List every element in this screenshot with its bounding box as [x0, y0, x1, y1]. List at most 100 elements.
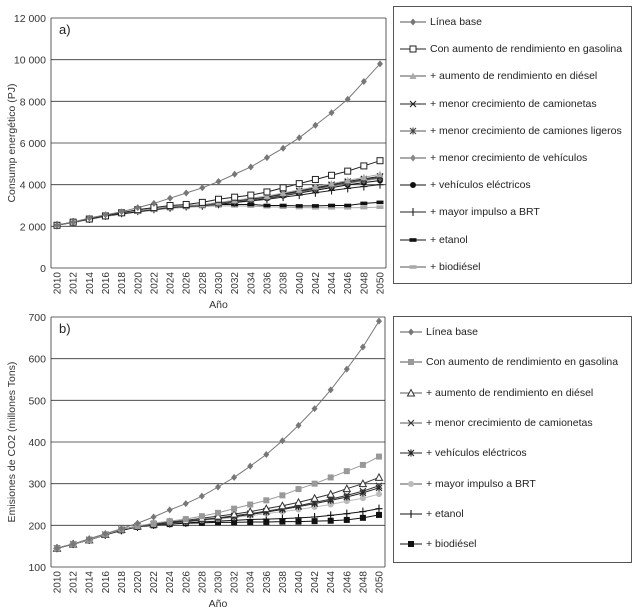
- legend-item: + menor crecimiento de vehículos: [400, 151, 587, 165]
- data-point: [182, 200, 190, 208]
- y-tick-label: 6 000: [20, 138, 46, 150]
- x-tick-label: 2044: [326, 571, 337, 594]
- chart-a: 0 2 000 4 000 6 000 8 000 10 000 12 000 2010 201…: [6, 13, 387, 311]
- x-tick-label: 2032: [230, 272, 241, 295]
- legend-item: Línea base: [400, 325, 478, 339]
- y-axis-label: Emisiones de CO2 (millones Tons): [6, 362, 18, 523]
- legend-item: + biodiésel: [400, 537, 477, 551]
- x-tick-label: 2032: [230, 571, 241, 594]
- data-point: [376, 491, 382, 498]
- data-point: [375, 504, 383, 513]
- legend-marker: [406, 388, 416, 397]
- x-tick-label: 2014: [85, 571, 96, 594]
- data-point: [311, 205, 319, 210]
- legend-label: Con aumento de rendimiento en gasolina: [430, 43, 623, 56]
- data-point: [70, 540, 77, 548]
- data-point: [359, 487, 367, 495]
- data-point: [328, 109, 335, 117]
- x-tick-label: 2016: [101, 571, 112, 594]
- legend-marker: [410, 18, 416, 26]
- data-point: [118, 525, 125, 533]
- data-point: [343, 468, 350, 475]
- x-tick-label: 2026: [182, 272, 193, 295]
- data-point: [358, 479, 368, 488]
- data-point: [312, 121, 319, 129]
- x-tick-label: 2028: [197, 571, 208, 594]
- x-tick-label: 2022: [149, 272, 160, 295]
- data-point: [328, 205, 336, 210]
- x-tick-label: 2042: [310, 571, 321, 594]
- legend-item: + menor crecimiento de camiones ligeros: [400, 124, 622, 138]
- x-tick-label: 2036: [262, 571, 273, 594]
- legend-item: + vehículos eléctricos: [400, 178, 531, 192]
- legend-marker-icon: [400, 449, 422, 457]
- y-tick-label: 4 000: [20, 180, 46, 192]
- data-point: [166, 202, 174, 209]
- legend-marker: [409, 100, 417, 107]
- legend-label: + biodiésel: [426, 538, 477, 551]
- data-point: [182, 500, 189, 508]
- data-point: [279, 189, 287, 196]
- x-tick-label: 2024: [166, 272, 177, 295]
- y-tick-label: 200: [28, 520, 46, 532]
- legend-marker-icon: [400, 18, 426, 26]
- data-point: [279, 437, 286, 445]
- data-point: [247, 462, 254, 470]
- data-point: [327, 511, 335, 520]
- legend-label: Línea base: [426, 326, 478, 338]
- data-point: [359, 495, 366, 502]
- legend-marker-icon: [400, 264, 426, 269]
- x-tick-label: 2010: [53, 272, 64, 295]
- data-point: [342, 484, 352, 493]
- data-point: [327, 501, 334, 508]
- data-point: [150, 520, 157, 527]
- x-tick-label: 2044: [327, 272, 338, 295]
- series-con-aumento-de-rendimiento-en-gasolina: [53, 157, 384, 229]
- legend-marker: [410, 182, 416, 189]
- legend-b: Línea base Con aumento de rendimiento en …: [393, 316, 632, 563]
- data-point: [360, 78, 367, 86]
- data-point: [54, 221, 60, 229]
- legend-item: + aumento de rendimiento en diésel: [400, 69, 597, 83]
- data-point: [295, 513, 302, 522]
- data-point: [70, 218, 77, 226]
- legend-item: + menor crecimiento de camionetas: [400, 97, 597, 111]
- data-point: [150, 199, 157, 207]
- data-point: [134, 204, 141, 212]
- data-point: [263, 188, 271, 196]
- x-tick-label: 2048: [359, 272, 370, 295]
- y-tick-label: 300: [28, 479, 46, 491]
- data-point: [311, 513, 319, 521]
- data-point: [86, 214, 93, 222]
- legend-marker-icon: [400, 480, 422, 487]
- data-point: [263, 192, 271, 200]
- data-point: [343, 509, 351, 518]
- y-tick-label: 500: [28, 395, 46, 407]
- data-point: [344, 177, 352, 184]
- data-point: [166, 518, 173, 525]
- legend-marker: [409, 72, 417, 80]
- legend-label: Con aumento de rendimiento en gasolina: [426, 356, 619, 369]
- legend-item: + etanol: [400, 233, 468, 247]
- data-point: [311, 204, 319, 208]
- data-point: [215, 178, 222, 186]
- data-point: [198, 513, 205, 520]
- x-tick-label: 2030: [214, 272, 225, 295]
- data-point: [263, 497, 270, 504]
- data-point: [182, 516, 189, 523]
- legend-item: + mayor impulso a BRT: [400, 205, 540, 219]
- y-tick-label: 8 000: [20, 96, 46, 108]
- data-point: [295, 204, 303, 208]
- x-tick-label: 2046: [343, 272, 354, 295]
- x-tick-label: 2036: [262, 272, 273, 295]
- data-point: [278, 514, 286, 523]
- data-point: [376, 205, 384, 209]
- data-point: [311, 405, 318, 413]
- series-l-nea-base: [54, 317, 382, 552]
- legend-item: + etanol: [400, 507, 464, 521]
- data-point: [375, 482, 383, 490]
- legend-label: + menor crecimiento de camionetas: [426, 416, 593, 429]
- data-point: [295, 186, 303, 193]
- legend-marker-icon: [400, 208, 426, 217]
- x-axis-label: Año: [209, 598, 228, 610]
